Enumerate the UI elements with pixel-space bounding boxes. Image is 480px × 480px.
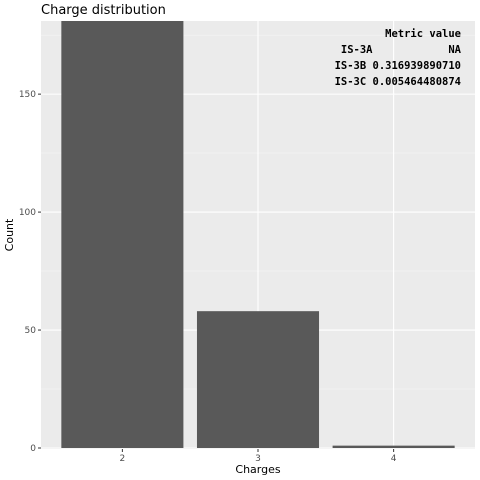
x-axis-title: Charges (235, 463, 280, 476)
table-row: IS-3C 0.005464480874 (335, 76, 461, 88)
y-tick-label: 50 (25, 326, 37, 336)
y-axis-title: Count (3, 218, 16, 251)
y-tick-label: 0 (30, 444, 36, 454)
chart-title: Charge distribution (41, 3, 166, 18)
table-row: IS-3B 0.316939890710 (335, 60, 461, 72)
bar-3 (196, 311, 320, 448)
table-row: IS-3A NA (341, 44, 462, 56)
y-tick-label: 150 (19, 90, 36, 100)
bar-2 (61, 21, 184, 448)
x-tick-label: 3 (255, 454, 261, 464)
x-tick-label: 4 (391, 454, 397, 464)
y-axis: 0 50 100 150 (19, 90, 41, 454)
bars (61, 21, 455, 448)
x-tick-label: 2 (120, 454, 126, 464)
table-header: Metric value (385, 28, 461, 40)
y-tick-label: 100 (19, 208, 36, 218)
x-axis: 2 3 4 (120, 449, 397, 464)
bar-4 (332, 445, 455, 448)
metric-table: Metric value IS-3A NA IS-3B 0.316939890710… (335, 28, 462, 88)
